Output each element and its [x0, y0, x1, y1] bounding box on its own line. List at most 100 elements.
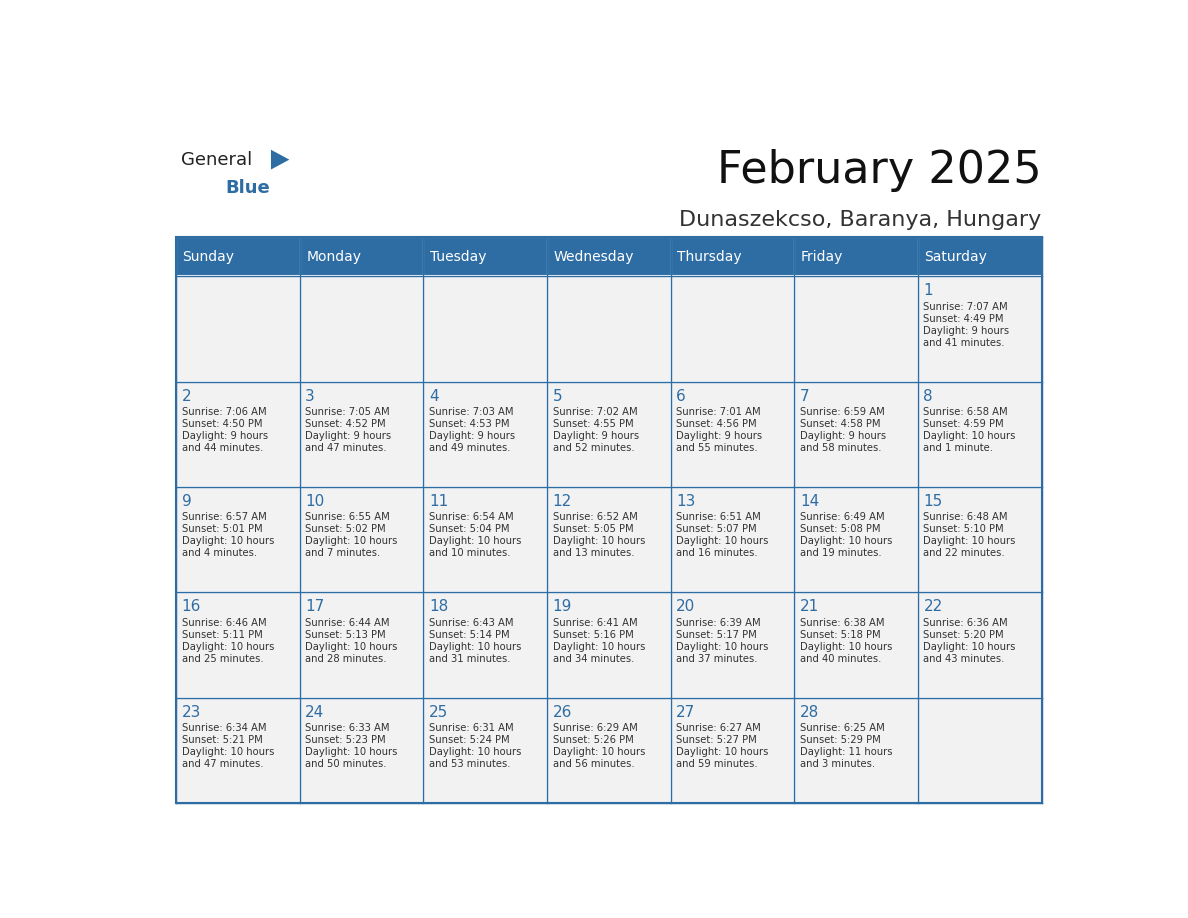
- Bar: [671, 592, 795, 698]
- Bar: [546, 698, 671, 803]
- Text: 20: 20: [676, 599, 695, 614]
- Text: Sunset: 5:17 PM: Sunset: 5:17 PM: [676, 630, 757, 640]
- Bar: [671, 487, 795, 592]
- Text: Daylight: 10 hours: Daylight: 10 hours: [800, 536, 892, 546]
- Text: 15: 15: [923, 494, 943, 509]
- Bar: [423, 487, 546, 592]
- Text: Sunrise: 6:39 AM: Sunrise: 6:39 AM: [676, 618, 760, 628]
- Text: Tuesday: Tuesday: [430, 250, 486, 263]
- Text: Sunrise: 7:03 AM: Sunrise: 7:03 AM: [429, 407, 513, 417]
- Text: Sunset: 5:20 PM: Sunset: 5:20 PM: [923, 630, 1004, 640]
- Text: and 25 minutes.: and 25 minutes.: [182, 654, 264, 664]
- Text: Daylight: 10 hours: Daylight: 10 hours: [429, 642, 522, 652]
- Text: Sunrise: 6:46 AM: Sunrise: 6:46 AM: [182, 618, 266, 628]
- Bar: [299, 238, 423, 276]
- Text: Sunset: 5:24 PM: Sunset: 5:24 PM: [429, 735, 510, 745]
- Text: and 22 minutes.: and 22 minutes.: [923, 548, 1005, 558]
- Text: Daylight: 10 hours: Daylight: 10 hours: [182, 642, 274, 652]
- Text: 4: 4: [429, 388, 438, 404]
- Text: and 47 minutes.: and 47 minutes.: [305, 443, 387, 453]
- Text: Daylight: 9 hours: Daylight: 9 hours: [182, 431, 267, 441]
- Text: Daylight: 10 hours: Daylight: 10 hours: [305, 536, 398, 546]
- Text: Sunset: 4:55 PM: Sunset: 4:55 PM: [552, 419, 633, 429]
- Text: and 44 minutes.: and 44 minutes.: [182, 443, 263, 453]
- Text: Monday: Monday: [307, 250, 361, 263]
- Text: Sunset: 5:14 PM: Sunset: 5:14 PM: [429, 630, 510, 640]
- Text: 11: 11: [429, 494, 448, 509]
- Text: Sunset: 4:52 PM: Sunset: 4:52 PM: [305, 419, 386, 429]
- Bar: [918, 487, 1042, 592]
- Text: 14: 14: [800, 494, 819, 509]
- Text: Sunset: 5:16 PM: Sunset: 5:16 PM: [552, 630, 633, 640]
- Bar: [671, 238, 795, 276]
- Bar: [299, 592, 423, 698]
- Text: 28: 28: [800, 705, 819, 720]
- Bar: [176, 238, 1042, 803]
- Bar: [423, 238, 546, 276]
- Bar: [176, 382, 299, 487]
- Text: 19: 19: [552, 599, 571, 614]
- Bar: [795, 238, 918, 276]
- Text: Daylight: 10 hours: Daylight: 10 hours: [676, 536, 769, 546]
- Text: 8: 8: [923, 388, 933, 404]
- Text: Sunset: 5:13 PM: Sunset: 5:13 PM: [305, 630, 386, 640]
- Bar: [795, 698, 918, 803]
- Bar: [299, 487, 423, 592]
- Text: Sunset: 4:53 PM: Sunset: 4:53 PM: [429, 419, 510, 429]
- Text: February 2025: February 2025: [716, 149, 1042, 192]
- Text: Sunrise: 7:05 AM: Sunrise: 7:05 AM: [305, 407, 390, 417]
- Text: and 58 minutes.: and 58 minutes.: [800, 443, 881, 453]
- Text: Sunrise: 6:31 AM: Sunrise: 6:31 AM: [429, 723, 513, 733]
- Bar: [299, 276, 423, 382]
- Text: 26: 26: [552, 705, 571, 720]
- Text: Sunrise: 6:33 AM: Sunrise: 6:33 AM: [305, 723, 390, 733]
- Text: Sunrise: 7:06 AM: Sunrise: 7:06 AM: [182, 407, 266, 417]
- Text: 13: 13: [676, 494, 695, 509]
- Text: Daylight: 10 hours: Daylight: 10 hours: [305, 642, 398, 652]
- Text: and 53 minutes.: and 53 minutes.: [429, 759, 511, 769]
- Text: Sunrise: 6:34 AM: Sunrise: 6:34 AM: [182, 723, 266, 733]
- Text: and 59 minutes.: and 59 minutes.: [676, 759, 758, 769]
- Bar: [918, 276, 1042, 382]
- Text: and 52 minutes.: and 52 minutes.: [552, 443, 634, 453]
- Text: and 55 minutes.: and 55 minutes.: [676, 443, 758, 453]
- Text: and 31 minutes.: and 31 minutes.: [429, 654, 511, 664]
- Text: 21: 21: [800, 599, 819, 614]
- Text: and 47 minutes.: and 47 minutes.: [182, 759, 264, 769]
- Text: Sunrise: 6:57 AM: Sunrise: 6:57 AM: [182, 512, 266, 522]
- Text: and 34 minutes.: and 34 minutes.: [552, 654, 634, 664]
- Text: Daylight: 10 hours: Daylight: 10 hours: [429, 747, 522, 757]
- Text: Sunset: 4:56 PM: Sunset: 4:56 PM: [676, 419, 757, 429]
- Text: Sunrise: 6:51 AM: Sunrise: 6:51 AM: [676, 512, 762, 522]
- Text: 25: 25: [429, 705, 448, 720]
- Bar: [423, 592, 546, 698]
- Bar: [546, 238, 671, 276]
- Bar: [546, 276, 671, 382]
- Text: Sunrise: 6:54 AM: Sunrise: 6:54 AM: [429, 512, 513, 522]
- Text: Wednesday: Wednesday: [554, 250, 634, 263]
- Bar: [795, 382, 918, 487]
- Text: Sunrise: 6:25 AM: Sunrise: 6:25 AM: [800, 723, 885, 733]
- Bar: [671, 698, 795, 803]
- Text: Sunset: 5:05 PM: Sunset: 5:05 PM: [552, 524, 633, 534]
- Text: and 4 minutes.: and 4 minutes.: [182, 548, 257, 558]
- Text: Sunrise: 6:55 AM: Sunrise: 6:55 AM: [305, 512, 390, 522]
- Bar: [176, 698, 299, 803]
- Text: and 49 minutes.: and 49 minutes.: [429, 443, 511, 453]
- Text: 3: 3: [305, 388, 315, 404]
- Text: and 1 minute.: and 1 minute.: [923, 443, 993, 453]
- Bar: [299, 382, 423, 487]
- Text: Daylight: 10 hours: Daylight: 10 hours: [923, 431, 1016, 441]
- Bar: [546, 382, 671, 487]
- Text: Sunset: 4:58 PM: Sunset: 4:58 PM: [800, 419, 880, 429]
- Bar: [918, 382, 1042, 487]
- Text: General: General: [181, 151, 252, 169]
- Text: Sunrise: 6:59 AM: Sunrise: 6:59 AM: [800, 407, 885, 417]
- Text: Sunrise: 6:58 AM: Sunrise: 6:58 AM: [923, 407, 1009, 417]
- Bar: [546, 487, 671, 592]
- Text: Sunset: 5:08 PM: Sunset: 5:08 PM: [800, 524, 880, 534]
- Text: Daylight: 9 hours: Daylight: 9 hours: [305, 431, 391, 441]
- Text: and 28 minutes.: and 28 minutes.: [305, 654, 387, 664]
- Text: and 16 minutes.: and 16 minutes.: [676, 548, 758, 558]
- Text: Daylight: 9 hours: Daylight: 9 hours: [429, 431, 516, 441]
